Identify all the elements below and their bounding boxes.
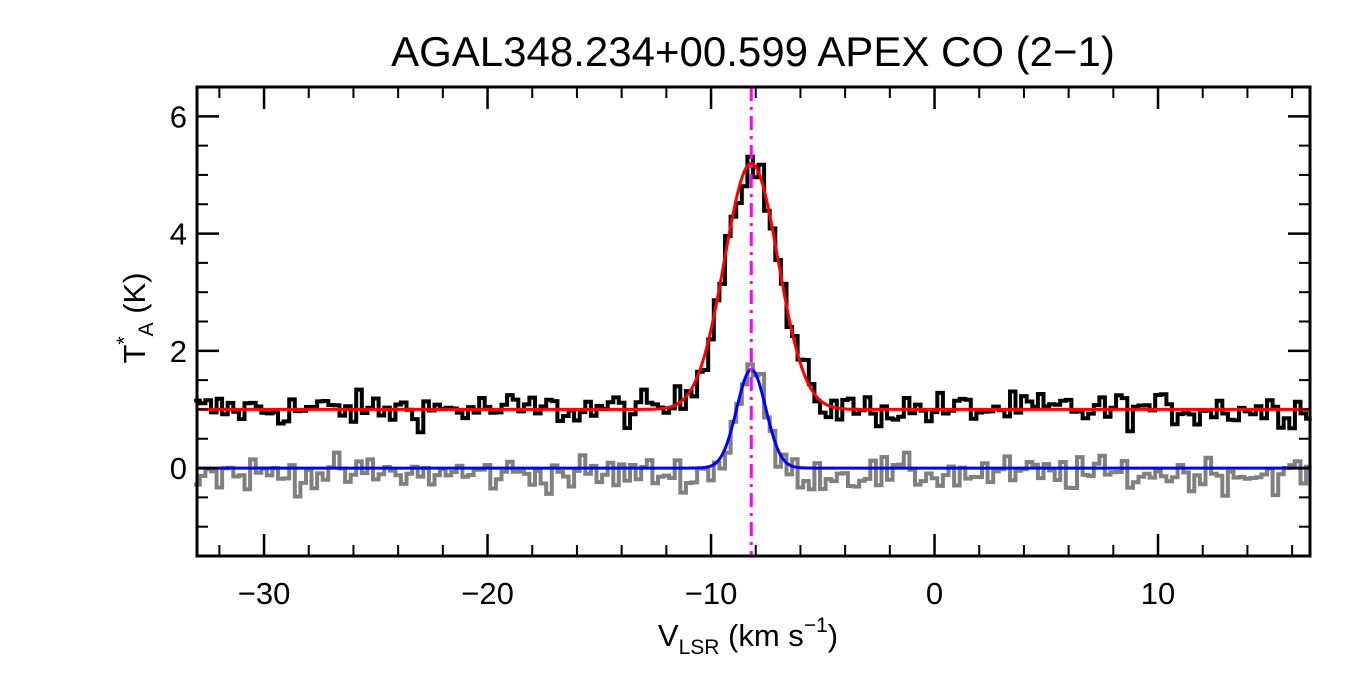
- x-tick-label: −10: [685, 576, 738, 611]
- x-tick-label: −20: [461, 576, 514, 611]
- series-layer: [194, 87, 1312, 556]
- y-axis-label: T*A (K): [113, 272, 158, 363]
- x-axis-label-sup: −1: [804, 614, 828, 637]
- series-3-fit: [197, 367, 1310, 470]
- y-tick-label: 6: [170, 99, 187, 134]
- x-tick-label: −30: [238, 576, 291, 611]
- chart-title: AGAL348.234+00.599 APEX CO (2−1): [391, 28, 1115, 75]
- y-tick-label: 2: [170, 334, 187, 369]
- y-tick-label: 4: [170, 217, 187, 252]
- series-2-step: [194, 362, 1312, 499]
- y-axis-label-sup: *: [113, 336, 136, 344]
- y-tick-label: 0: [170, 451, 187, 486]
- y-axis-label-main: T: [117, 345, 152, 364]
- x-axis-label: VLSR (km s−1): [658, 614, 838, 659]
- series-0-step: [194, 154, 1312, 435]
- x-axis-label-sub: LSR: [679, 636, 720, 659]
- x-axis-label-rest: (km s: [719, 618, 803, 653]
- y-axis-label-rest: (K): [117, 272, 152, 322]
- x-axis-label-close: ): [828, 618, 838, 653]
- x-tick-label: 10: [1141, 576, 1175, 611]
- tick-labels-layer: −30 −20 −10 0 10 0 2 4 6: [170, 99, 1176, 611]
- plot-frame: [195, 85, 1312, 558]
- series-1-fit: [197, 161, 1310, 411]
- y-axis-label-sub: A: [135, 322, 158, 336]
- x-axis-label-main: V: [658, 618, 679, 653]
- x-tick-label: 0: [926, 576, 943, 611]
